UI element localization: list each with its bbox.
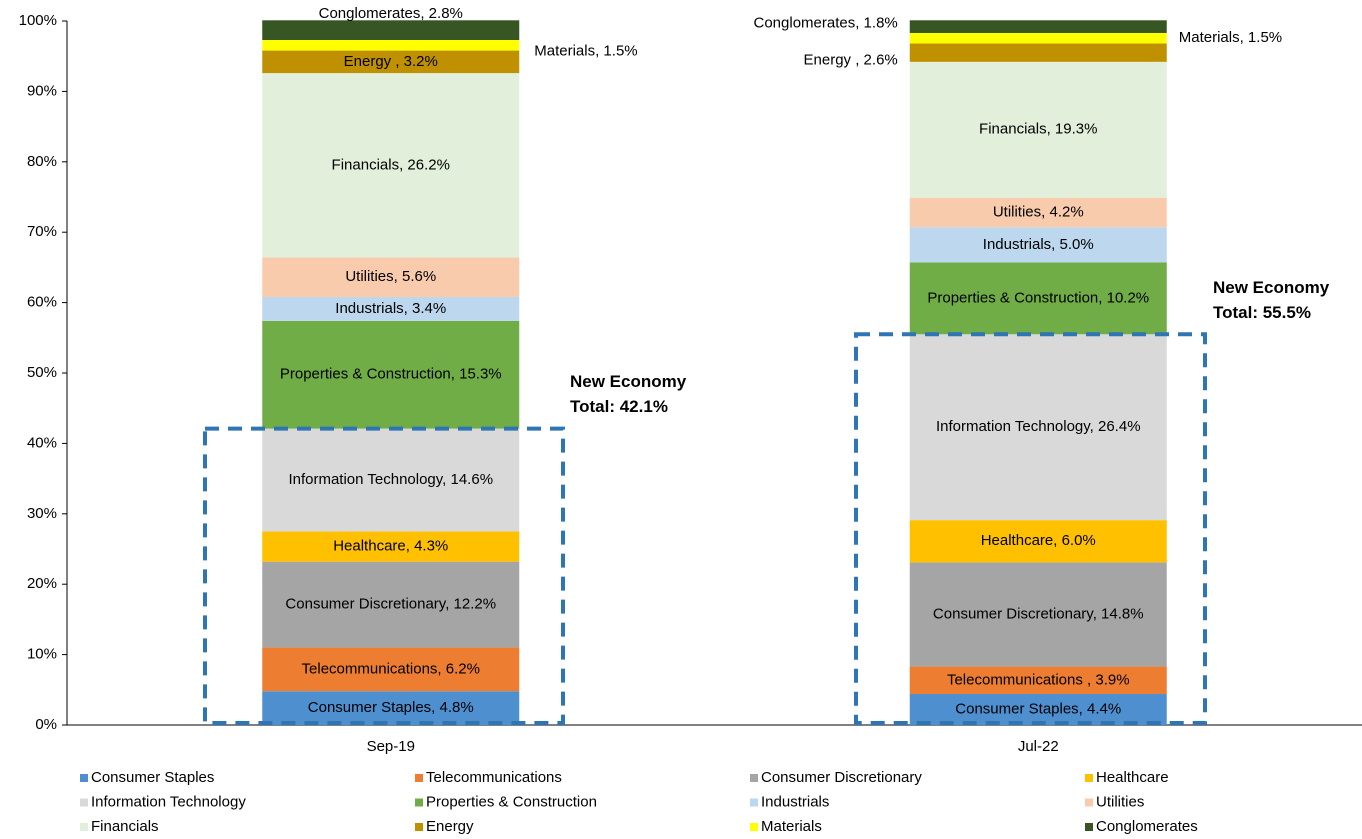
- legend-label: Industrials: [761, 793, 829, 810]
- bar-segment: [262, 73, 520, 258]
- legend-swatch: [750, 774, 758, 782]
- bar-segment: [909, 61, 1167, 198]
- data-label: Healthcare, 6.0%: [981, 532, 1096, 549]
- bar-segment: [909, 520, 1167, 563]
- annotation: New Economy: [570, 372, 687, 391]
- data-label: Materials, 1.5%: [1179, 29, 1282, 46]
- legend-label: Telecommunications: [426, 769, 562, 786]
- data-label: Information Technology, 14.6%: [288, 471, 493, 488]
- bar-segment: [909, 562, 1167, 667]
- legend-label: Materials: [761, 818, 822, 835]
- legend-swatch: [750, 823, 758, 831]
- data-label: Properties & Construction, 15.3%: [280, 366, 502, 383]
- annotation: Total: 42.1%: [570, 397, 668, 416]
- legend-label: Properties & Construction: [426, 793, 597, 810]
- bar-segment: [909, 43, 1167, 62]
- bar-segment: [262, 531, 520, 562]
- y-tick-label: 20%: [27, 575, 57, 592]
- y-tick-label: 40%: [27, 434, 57, 451]
- legend-label: Consumer Staples: [91, 769, 214, 786]
- legend-swatch: [1085, 798, 1093, 807]
- data-label: Materials, 1.5%: [534, 42, 637, 59]
- data-label: Consumer Discretionary, 12.2%: [285, 596, 496, 613]
- legend-swatch: [80, 798, 88, 807]
- bar-segment: [909, 227, 1167, 263]
- y-tick-label: 100%: [19, 12, 57, 29]
- annotation: Total: 55.5%: [1213, 303, 1311, 322]
- data-label: Conglomerates, 2.8%: [319, 5, 463, 22]
- bar-segment: [262, 20, 520, 41]
- new-economy-box: [854, 332, 1207, 725]
- data-label: Conglomerates, 1.8%: [754, 15, 898, 32]
- legend-swatch: [80, 774, 88, 782]
- new-economy-box: [203, 426, 565, 725]
- data-label: Financials, 19.3%: [979, 121, 1097, 138]
- bar-segment: [909, 197, 1167, 228]
- bar-segment: [262, 320, 520, 429]
- data-label: Consumer Staples, 4.4%: [955, 700, 1121, 717]
- y-tick-label: 10%: [27, 646, 57, 663]
- legend-swatch: [750, 798, 758, 807]
- data-label: Information Technology, 26.4%: [936, 418, 1141, 435]
- legend-label: Utilities: [1096, 793, 1144, 810]
- data-label: Telecommunications , 3.9%: [947, 671, 1130, 688]
- legend-label: Financials: [91, 818, 159, 835]
- legend-label: Energy: [426, 818, 474, 835]
- bar-segment: [909, 666, 1167, 695]
- data-label: Telecommunications, 6.2%: [302, 660, 480, 677]
- bar-segment: [262, 428, 520, 532]
- bar-segment: [262, 257, 520, 297]
- legend-swatch: [1085, 774, 1093, 782]
- y-tick-label: 80%: [27, 153, 57, 170]
- y-tick-label: 90%: [27, 82, 57, 99]
- bar-segment: [262, 691, 520, 725]
- data-label: Utilities, 5.6%: [345, 268, 436, 285]
- data-label: Energy , 3.2%: [344, 53, 438, 70]
- bar-segment: [262, 647, 520, 692]
- data-label: Consumer Staples, 4.8%: [308, 699, 474, 716]
- data-label: Industrials, 3.4%: [335, 300, 446, 317]
- data-label: Properties & Construction, 10.2%: [927, 289, 1149, 306]
- legend-label: Conglomerates: [1096, 818, 1198, 835]
- data-label: Consumer Discretionary, 14.8%: [933, 605, 1144, 622]
- data-label: Industrials, 5.0%: [983, 236, 1094, 253]
- bar-segment: [909, 32, 1167, 44]
- bar-segment: [909, 20, 1167, 33]
- y-tick-label: 70%: [27, 223, 57, 240]
- annotation: New Economy: [1213, 278, 1330, 297]
- bar-segment: [909, 334, 1167, 521]
- y-tick-label: 0%: [35, 716, 57, 733]
- data-label: Utilities, 4.2%: [993, 203, 1084, 220]
- legend-label: Information Technology: [91, 793, 246, 810]
- data-label: Energy , 2.6%: [804, 52, 898, 69]
- legend-swatch: [1085, 823, 1093, 831]
- legend-swatch: [415, 774, 423, 782]
- y-tick-label: 50%: [27, 364, 57, 381]
- bar-segment: [909, 694, 1167, 725]
- legend-label: Consumer Discretionary: [761, 769, 922, 786]
- data-label: Financials, 26.2%: [332, 156, 450, 173]
- x-tick-label: Jul-22: [1018, 738, 1059, 755]
- bar-segment: [262, 296, 520, 321]
- bar-segment: [262, 50, 520, 74]
- y-tick-label: 60%: [27, 294, 57, 311]
- bar-segment: [262, 561, 520, 648]
- legend-swatch: [415, 823, 423, 831]
- legend-swatch: [415, 798, 423, 807]
- legend-swatch: [80, 823, 88, 831]
- bar-segment: [909, 262, 1167, 335]
- y-tick-label: 30%: [27, 505, 57, 522]
- legend-label: Healthcare: [1096, 769, 1169, 786]
- bar-segment: [262, 40, 520, 51]
- data-label: Healthcare, 4.3%: [333, 538, 448, 555]
- x-tick-label: Sep-19: [367, 738, 415, 755]
